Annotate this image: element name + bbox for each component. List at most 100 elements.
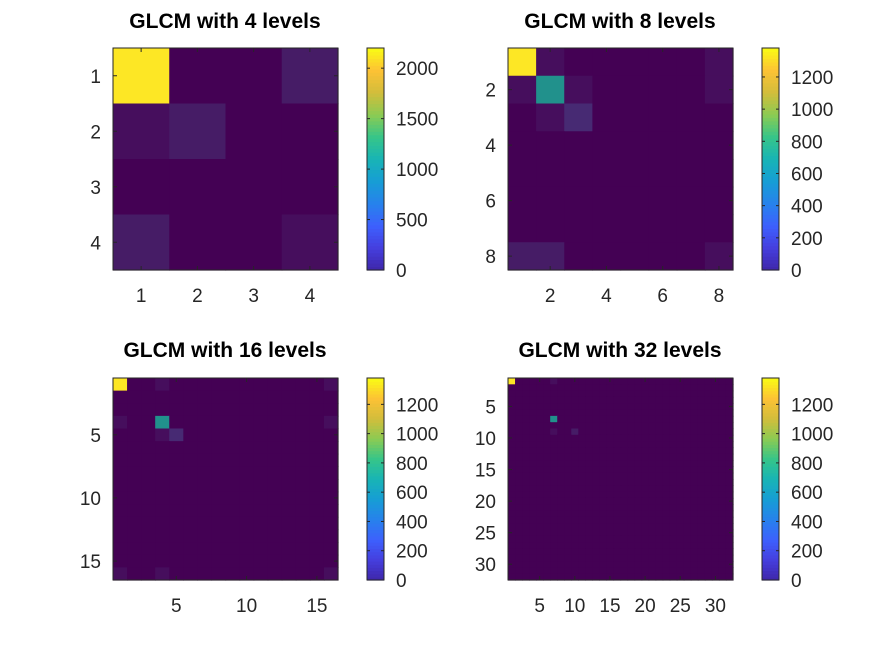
heatmap-cell bbox=[585, 491, 593, 499]
heatmap-cell bbox=[648, 504, 657, 512]
heatmap-cell bbox=[634, 485, 643, 493]
heatmap-cell bbox=[529, 434, 537, 442]
colorbar-segment bbox=[367, 491, 384, 496]
heatmap-cell bbox=[515, 573, 523, 581]
heatmap-cell bbox=[183, 479, 198, 493]
colorbar-segment bbox=[762, 491, 779, 496]
heatmap-cell bbox=[585, 460, 593, 467]
y-tick-label: 5 bbox=[90, 426, 101, 447]
colorbar-segment bbox=[762, 217, 779, 223]
heatmap-cell bbox=[634, 472, 643, 480]
heatmap-cell bbox=[550, 460, 558, 467]
heatmap-cell bbox=[641, 554, 650, 562]
heatmap-cell bbox=[515, 384, 523, 392]
heatmap-cell bbox=[690, 535, 699, 543]
heatmap-cell bbox=[550, 561, 558, 568]
y-tick-label: 25 bbox=[475, 524, 496, 545]
heatmap-cell bbox=[655, 535, 664, 543]
heatmap-cell bbox=[676, 186, 706, 216]
heatmap-cell bbox=[225, 567, 241, 581]
heatmap-cell bbox=[620, 460, 629, 467]
colorbar-segment bbox=[762, 501, 779, 505]
heatmap-cell bbox=[543, 561, 551, 568]
heatmap-cell bbox=[606, 409, 615, 417]
y-tick-label: 15 bbox=[80, 552, 101, 573]
heatmap-cell bbox=[585, 390, 593, 398]
heatmap-cell bbox=[127, 504, 142, 518]
heatmap-cell bbox=[113, 378, 128, 392]
heatmap-cell bbox=[522, 396, 530, 404]
heatmap-cell bbox=[606, 441, 615, 449]
colorbar-segment bbox=[762, 110, 779, 115]
heatmap-cell bbox=[508, 159, 537, 188]
heatmap-cell bbox=[592, 460, 601, 467]
heatmap-cell bbox=[683, 415, 692, 423]
heatmap-cell bbox=[613, 415, 622, 423]
colorbar-segment bbox=[762, 488, 779, 493]
heatmap-cell bbox=[578, 428, 586, 436]
heatmap-cell bbox=[641, 460, 650, 467]
heatmap-cell bbox=[627, 542, 636, 550]
x-tick-label: 5 bbox=[534, 596, 545, 617]
heatmap-cell bbox=[592, 453, 601, 461]
heatmap-cell bbox=[620, 103, 650, 132]
heatmap-cell bbox=[634, 466, 643, 474]
heatmap-cell bbox=[543, 529, 551, 537]
heatmap-cell bbox=[606, 567, 615, 575]
heatmap-cell bbox=[543, 548, 551, 556]
heatmap-cell bbox=[690, 497, 699, 505]
heatmap-cell bbox=[704, 460, 713, 467]
heatmap-cell bbox=[655, 441, 664, 449]
colorbar-segment bbox=[367, 378, 384, 382]
heatmap-cell bbox=[606, 504, 615, 512]
heatmap-cell bbox=[592, 409, 601, 417]
heatmap-cell bbox=[578, 573, 586, 581]
heatmap-cell bbox=[599, 485, 608, 493]
heatmap-cell bbox=[211, 453, 227, 467]
heatmap-cell bbox=[592, 131, 622, 160]
heatmap-cell bbox=[267, 390, 283, 404]
heatmap-cell bbox=[113, 441, 128, 455]
x-tick-label: 4 bbox=[305, 286, 316, 307]
heatmap-cell bbox=[281, 415, 297, 430]
colorbar-segment bbox=[367, 103, 384, 108]
heatmap-cell bbox=[704, 242, 734, 271]
heatmap-cell bbox=[676, 422, 685, 430]
chart-title: GLCM with 16 levels bbox=[123, 339, 326, 362]
heatmap-cell bbox=[281, 48, 339, 105]
heatmap-cell bbox=[704, 48, 734, 77]
heatmap-cell bbox=[211, 390, 227, 404]
colorbar-segment bbox=[367, 548, 384, 553]
colorbar-segment bbox=[367, 415, 384, 420]
heatmap-cell bbox=[606, 460, 615, 467]
heatmap-cell bbox=[634, 516, 643, 524]
heatmap-cell bbox=[571, 485, 579, 493]
colorbar-segment bbox=[367, 235, 384, 240]
heatmap-cell bbox=[676, 242, 706, 271]
heatmap-cell bbox=[211, 504, 227, 518]
heatmap-cell bbox=[536, 523, 544, 531]
heatmap-cell bbox=[641, 453, 650, 461]
heatmap-cell bbox=[557, 396, 565, 404]
heatmap-cell bbox=[655, 516, 664, 524]
y-tick-label: 5 bbox=[485, 397, 496, 418]
heatmap-cell bbox=[620, 48, 650, 77]
heatmap-cell bbox=[704, 466, 713, 474]
heatmap-cell bbox=[648, 75, 678, 105]
heatmap-cell bbox=[606, 434, 615, 442]
heatmap-cell bbox=[718, 403, 727, 411]
colorbar-segment bbox=[367, 263, 384, 268]
heatmap-cell bbox=[655, 548, 664, 556]
heatmap-cell bbox=[550, 384, 558, 392]
colorbar-segment bbox=[762, 538, 779, 543]
heatmap-cell bbox=[281, 390, 297, 404]
heatmap-cell bbox=[697, 573, 706, 581]
colorbar-segment bbox=[762, 61, 779, 66]
heatmap-cell bbox=[529, 409, 537, 417]
heatmap-cell bbox=[564, 561, 572, 568]
heatmap-cell bbox=[295, 441, 311, 455]
heatmap-cell bbox=[127, 491, 142, 505]
heatmap-cell bbox=[606, 510, 615, 518]
heatmap-cell bbox=[550, 542, 558, 550]
heatmap-cell bbox=[239, 479, 255, 493]
